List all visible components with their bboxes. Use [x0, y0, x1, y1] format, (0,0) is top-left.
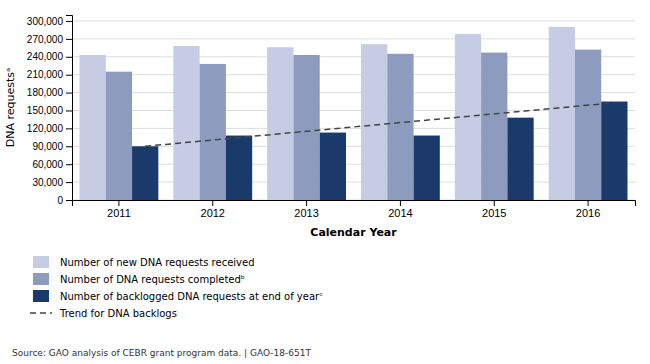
- y-tick-mark: [66, 164, 72, 165]
- y-tick-label: 180,000: [27, 87, 64, 98]
- y-tick: 120,000: [27, 123, 72, 134]
- y-tick-mark: [66, 93, 72, 94]
- bar: [320, 133, 346, 200]
- legend-label: Number of backlogged DNA requests at end…: [60, 291, 323, 302]
- legend-item: Trend for DNA backlogs: [30, 308, 177, 319]
- y-axis-line: [66, 16, 73, 201]
- bar: [601, 102, 627, 200]
- legend-label: Number of new DNA requests received: [60, 257, 255, 268]
- bar: [80, 55, 106, 200]
- x-tick-mark: [494, 200, 495, 206]
- bar: [226, 136, 252, 200]
- y-tick-label: 210,000: [27, 69, 64, 80]
- y-tick-mark: [66, 21, 72, 22]
- bar-series: [132, 102, 627, 200]
- bar: [414, 136, 440, 200]
- x-axis: 2011 2012 2013 2014 2015 2016: [73, 200, 636, 219]
- bar: [267, 47, 293, 200]
- y-tick-mark: [66, 110, 72, 111]
- y-tick: 90,000: [32, 141, 72, 152]
- grid-line: [72, 20, 635, 21]
- x-axis-title: Calendar Year: [310, 226, 397, 239]
- y-tick-label: 60,000: [32, 159, 63, 170]
- y-tick: 210,000: [27, 69, 72, 80]
- bar: [387, 54, 413, 200]
- y-tick-label: 120,000: [27, 123, 64, 134]
- y-tick: 30,000: [32, 177, 72, 188]
- x-tick: 2011: [107, 200, 131, 219]
- bar: [575, 50, 601, 200]
- x-tick-label: 2011: [107, 207, 131, 219]
- legend-swatch: [33, 256, 49, 268]
- y-axis: 0 30,000 60,000 90,000 120,000 150,000 180,000…: [27, 16, 73, 206]
- y-tick-label: 240,000: [27, 51, 64, 62]
- y-tick-mark: [66, 200, 72, 201]
- y-tick: 270,000: [27, 34, 72, 45]
- trend-line: [145, 103, 614, 147]
- bar: [507, 118, 533, 200]
- y-tick: 300,000: [27, 16, 72, 27]
- y-tick-mark: [66, 128, 72, 129]
- y-tick-mark: [66, 146, 72, 147]
- legend-swatch: [30, 312, 52, 314]
- bar: [481, 53, 507, 200]
- y-tick: 180,000: [27, 87, 72, 98]
- x-tick: 2012: [201, 200, 225, 219]
- grid: [72, 21, 635, 200]
- x-tick-mark: [118, 200, 119, 206]
- legend-swatch: [33, 290, 49, 302]
- x-tick-mark: [588, 200, 589, 206]
- y-tick-label: 0: [57, 195, 63, 206]
- bar: [293, 55, 319, 200]
- x-tick-label: 2014: [388, 207, 412, 219]
- x-tick-mark: [212, 200, 213, 206]
- bar: [132, 146, 158, 200]
- y-tick-label: 90,000: [32, 141, 63, 152]
- y-tick-mark: [66, 182, 72, 183]
- y-tick-label: 30,000: [32, 177, 63, 188]
- x-tick: 2016: [576, 200, 600, 219]
- legend-item: Number of DNA requests completedᵇ: [33, 273, 245, 285]
- bar-series: [80, 27, 575, 200]
- legend-item: Number of new DNA requests received: [33, 256, 255, 268]
- legend-swatch: [33, 273, 49, 285]
- x-axis-line: [73, 201, 636, 207]
- bar-series: [106, 50, 601, 200]
- y-tick-label: 150,000: [27, 105, 64, 116]
- bar: [106, 72, 132, 200]
- x-tick-label: 2013: [294, 207, 318, 219]
- y-tick-mark: [66, 39, 72, 40]
- x-tick-label: 2016: [576, 207, 600, 219]
- legend-label: Number of DNA requests completedᵇ: [60, 274, 245, 285]
- y-tick: 0: [57, 195, 72, 206]
- y-tick-label: 270,000: [27, 34, 64, 45]
- legend: Number of new DNA requests received Numbe…: [30, 256, 323, 319]
- y-tick: 240,000: [27, 51, 72, 62]
- y-tick: 150,000: [27, 105, 72, 116]
- plot: 0 30,000 60,000 90,000 120,000 150,000 180,000…: [4, 16, 636, 240]
- legend-label: Trend for DNA backlogs: [59, 308, 177, 319]
- y-tick: 60,000: [32, 159, 72, 170]
- y-axis-title: DNA requestsᵃ: [4, 68, 17, 148]
- y-tick-mark: [66, 57, 72, 58]
- x-tick: 2014: [388, 200, 412, 219]
- x-tick-mark: [400, 200, 401, 206]
- y-tick-label: 300,000: [27, 16, 64, 27]
- bar: [200, 64, 226, 200]
- bar: [361, 44, 387, 200]
- legend-item: Number of backlogged DNA requests at end…: [33, 290, 323, 302]
- marks: [80, 27, 628, 200]
- x-tick: 2015: [482, 200, 506, 219]
- bar: [549, 27, 575, 200]
- y-tick-mark: [66, 75, 72, 76]
- source-note: Source: GAO analysis of CEBR grant progr…: [12, 348, 311, 358]
- bar: [173, 46, 199, 200]
- chart: 0 30,000 60,000 90,000 120,000 150,000 180,000…: [0, 0, 650, 364]
- x-tick-mark: [306, 200, 307, 206]
- x-tick-label: 2015: [482, 207, 506, 219]
- x-tick-label: 2012: [201, 207, 225, 219]
- x-tick: 2013: [294, 200, 318, 219]
